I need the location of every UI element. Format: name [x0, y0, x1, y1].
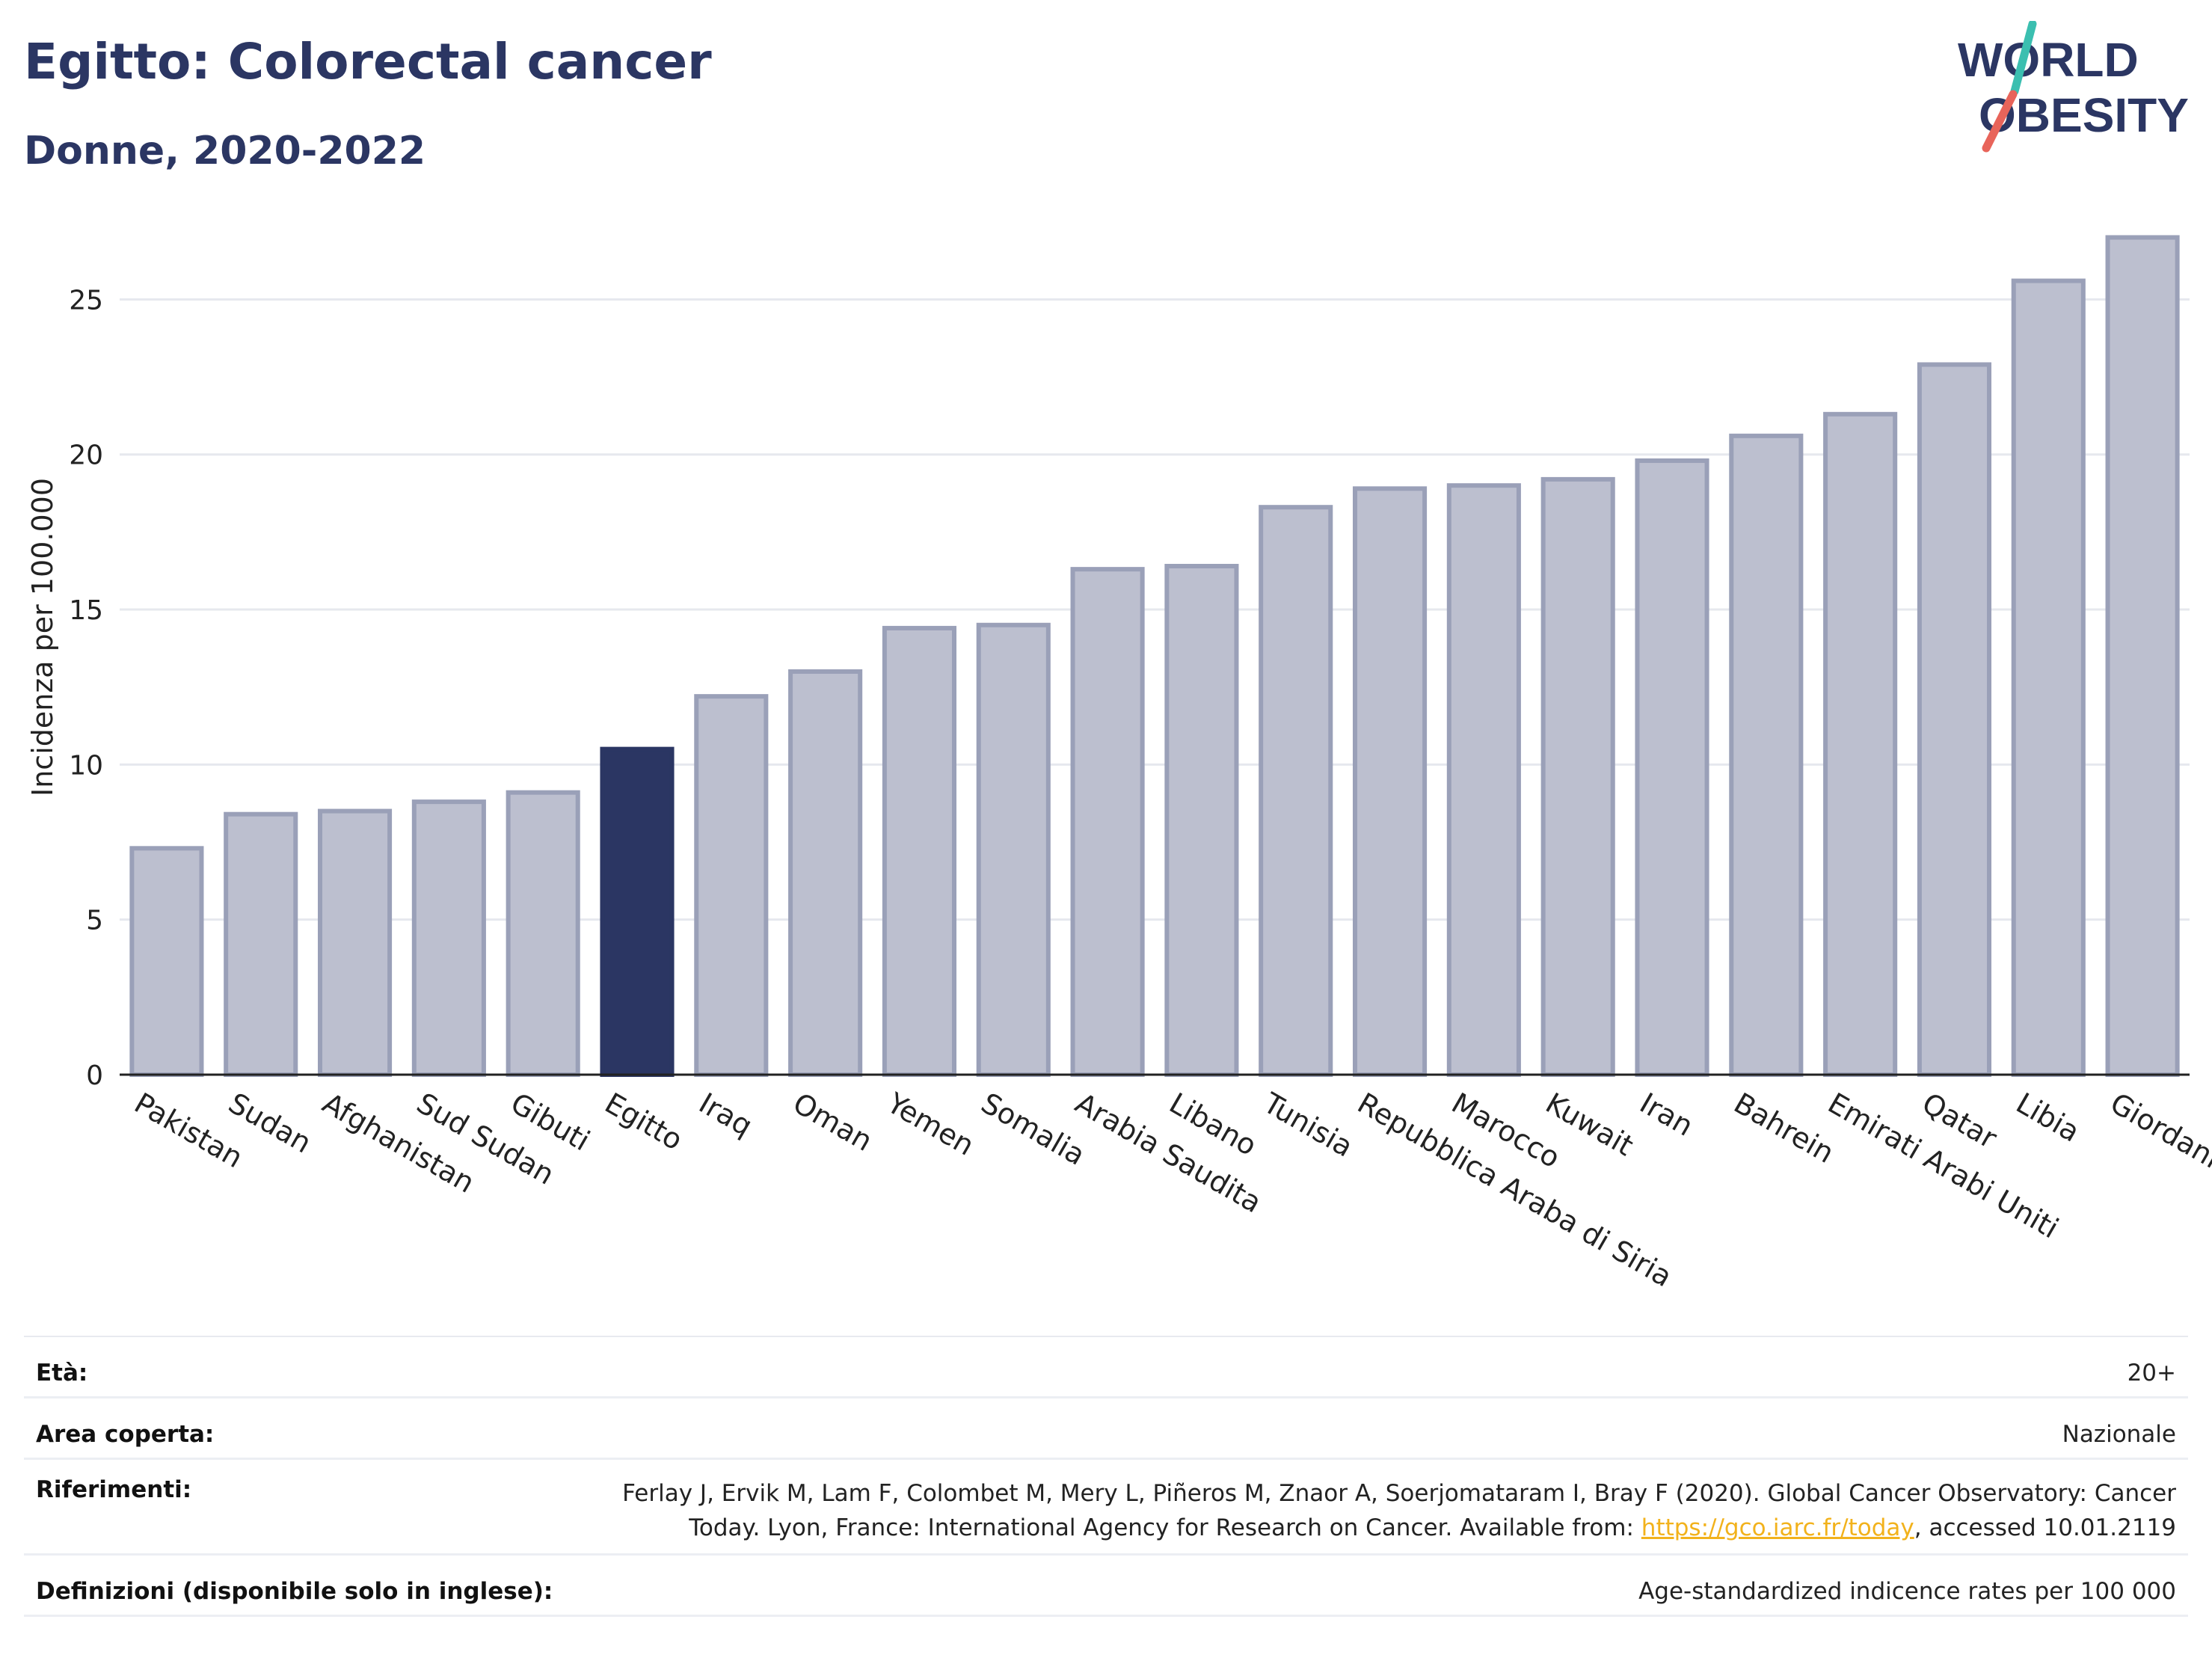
logo-word-1: WORLD: [1958, 33, 2139, 87]
bar: [1352, 486, 1428, 1077]
bar: [1823, 411, 1898, 1077]
info-table: Età: 20+ Area coperta: Nazionale Riferim…: [24, 1336, 2188, 1617]
bar: [976, 622, 1051, 1077]
bar: [1259, 505, 1333, 1077]
bar: [1070, 567, 1145, 1077]
age-label: Età:: [36, 1360, 88, 1387]
y-axis-label: Incidenza per 100.000: [26, 478, 59, 796]
bar: [1729, 433, 1804, 1077]
bar: [788, 669, 863, 1077]
x-tick-label: Giordania: [2105, 1087, 2212, 1184]
x-tick-label: Iran: [1635, 1087, 1699, 1143]
bar: [1164, 563, 1239, 1077]
references-line-2-end: , accessed 10.01.2119: [1914, 1514, 2176, 1541]
x-tick-label: Oman: [787, 1087, 878, 1158]
x-tick-label: Libia: [2011, 1087, 2086, 1149]
bar: [129, 846, 204, 1077]
info-row-age: Età: 20+: [24, 1337, 2188, 1398]
bar: [1917, 362, 1992, 1078]
bar: [2105, 235, 2180, 1078]
area-value: Nazionale: [2062, 1421, 2176, 1448]
bar-highlighted: [600, 746, 675, 1077]
logo-slash-bottom: [1982, 90, 2018, 153]
bar: [1635, 458, 1709, 1077]
axes: 0 5 10 15 20 25: [69, 285, 2190, 1091]
y-tick-label: 20: [69, 440, 103, 471]
references-line-1: Ferlay J, Ervik M, Lam F, Colombet M, Me…: [622, 1480, 2176, 1507]
x-tick-label: Tunisia: [1257, 1086, 1358, 1164]
definitions-value: Age-standardized indicence rates per 100…: [1638, 1578, 2176, 1605]
page-subtitle: Donne, 2020-2022: [24, 129, 426, 174]
x-tick-label: Pakistan: [129, 1087, 248, 1175]
x-tick-label: Egitto: [600, 1087, 689, 1157]
references-line-2-start: Today. Lyon, France: International Agenc…: [689, 1514, 1641, 1541]
definitions-label: Definizioni (disponibile solo in inglese…: [36, 1578, 553, 1605]
bar: [224, 811, 298, 1077]
world-obesity-logo: WORLD OBESITY: [1958, 21, 2189, 153]
x-tick-label: Yemen: [881, 1086, 980, 1162]
bar: [411, 799, 486, 1077]
x-tick-label: Iraq: [693, 1087, 758, 1143]
bar: [317, 808, 393, 1078]
bar: [882, 625, 957, 1077]
references-line-2: Today. Lyon, France: International Agenc…: [622, 1511, 2176, 1545]
info-row-definitions: Definizioni (disponibile solo in inglese…: [24, 1556, 2188, 1617]
info-row-references: Riferimenti: Ferlay J, Ervik M, Lam F, C…: [24, 1460, 2188, 1556]
y-tick-label: 25: [69, 285, 103, 316]
info-row-area: Area coperta: Nazionale: [24, 1398, 2188, 1460]
page-title: Egitto: Colorectal cancer: [24, 33, 712, 90]
references-value: Ferlay J, Ervik M, Lam F, Colombet M, Me…: [622, 1476, 2176, 1545]
x-tick-label: Somalia: [976, 1087, 1091, 1172]
area-label: Area coperta:: [36, 1421, 215, 1448]
bar: [2011, 278, 2086, 1077]
bars: [129, 235, 2180, 1078]
y-tick-label: 10: [69, 750, 103, 781]
bar: [506, 790, 580, 1078]
bar: [1540, 476, 1615, 1077]
y-tick-label: 15: [69, 595, 103, 626]
age-value: 20+: [2127, 1360, 2176, 1387]
y-tick-label: 0: [86, 1060, 103, 1091]
references-link[interactable]: https://gco.iarc.fr/today: [1641, 1514, 1914, 1541]
bar: [1446, 483, 1521, 1077]
y-tick-label: 5: [86, 906, 103, 936]
references-label: Riferimenti:: [36, 1476, 192, 1503]
x-tick-label: Bahrein: [1728, 1087, 1840, 1170]
logo-slash-top: [2010, 21, 2037, 96]
bar: [694, 694, 769, 1078]
